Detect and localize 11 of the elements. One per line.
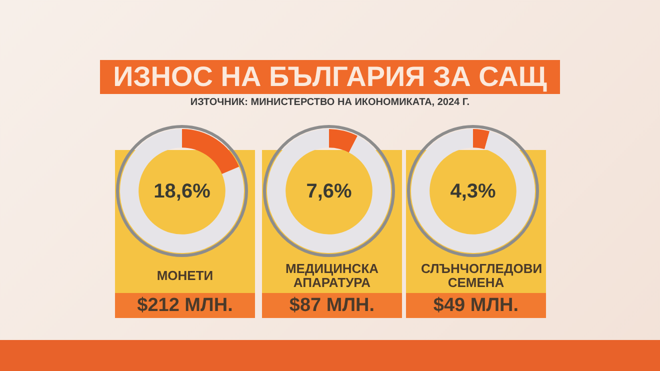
- text: МЕДИЦИНСКА АПАРАТУРА: [284, 261, 380, 290]
- text: ИЗТОЧНИК: МИНИСТЕРСТВО НА ИКОНОМИКАТА, 2024 Г.: [190, 96, 470, 108]
- text: МОНЕТИ: [156, 268, 214, 283]
- text: $49 МЛН.: [433, 294, 519, 316]
- text: 4,3%: [450, 180, 496, 203]
- text: ИЗНОС НА БЪЛГАРИЯ ЗА САЩ: [113, 61, 547, 93]
- text: $87 МЛН.: [289, 294, 375, 316]
- text: СЛЪНЧОГЛЕДОВИ СЕМЕНА: [421, 261, 542, 290]
- text: $212 МЛН.: [137, 294, 233, 316]
- text: 7,6%: [306, 180, 352, 203]
- text: 18,6%: [154, 180, 211, 203]
